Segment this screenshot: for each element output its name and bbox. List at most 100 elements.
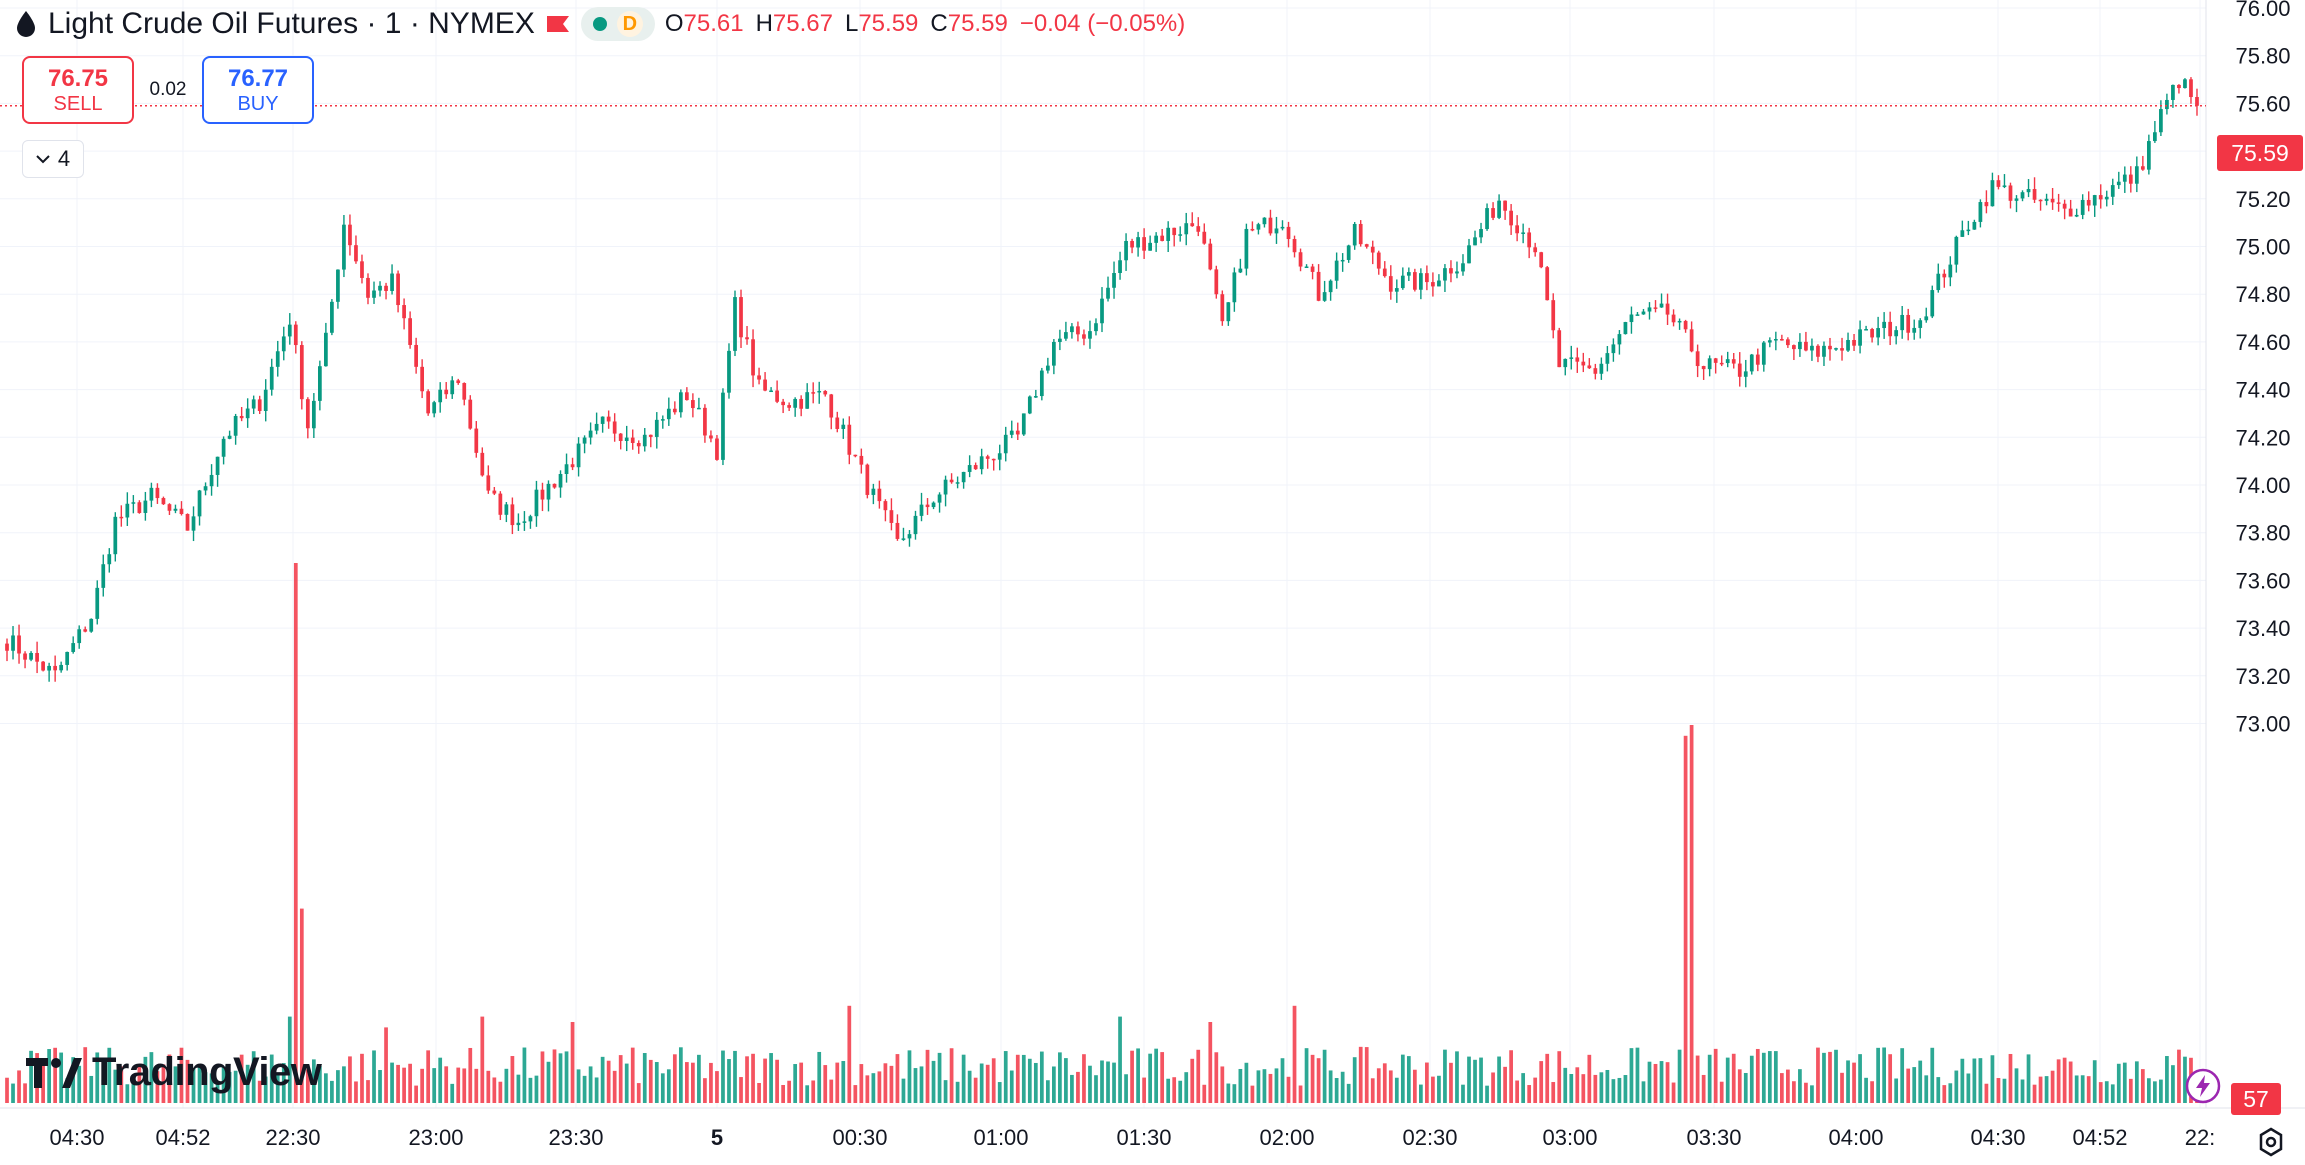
candle (1443, 264, 1447, 292)
candle (1677, 318, 1682, 330)
candle (1575, 347, 1580, 373)
candle (281, 326, 286, 361)
candle (1232, 267, 1237, 312)
candle (1761, 341, 1766, 372)
volume-bar (697, 1054, 701, 1103)
volume-bar (1021, 1054, 1026, 1103)
candle (2086, 191, 2091, 212)
sell-button[interactable]: 76.75 SELL (22, 56, 134, 124)
candle (1473, 230, 1477, 246)
candle (522, 511, 527, 531)
volume-bar (642, 1053, 647, 1103)
candle (1527, 227, 1532, 259)
volume-bar (2068, 1061, 2073, 1103)
candle (1172, 227, 1177, 247)
market-status-pill[interactable]: D (580, 7, 655, 41)
candle (2092, 194, 2097, 217)
candle (1304, 264, 1309, 269)
candle (1082, 329, 1086, 346)
candle (311, 393, 316, 438)
candle (973, 462, 978, 470)
candle (1316, 264, 1321, 302)
volume-bar (2092, 1060, 2097, 1103)
volume-bar (1208, 1022, 1213, 1103)
volume-bar (606, 1060, 611, 1103)
volume-bar (1461, 1084, 1465, 1103)
volume-bar (1148, 1053, 1152, 1103)
candle (299, 341, 304, 410)
candle (1003, 426, 1008, 462)
volume-bar (1100, 1060, 1104, 1103)
candle (1352, 221, 1357, 250)
candle (648, 434, 653, 448)
candle (1665, 293, 1670, 325)
volume-bar (221, 1066, 226, 1103)
volume-bar (1581, 1074, 1586, 1103)
price-tick-label: 74.80 (2235, 282, 2290, 307)
candle (1918, 318, 1923, 339)
tradingview-logo[interactable]: TradingView (26, 1050, 322, 1095)
price-axis[interactable]: 76.0075.8075.6075.4075.2075.0074.8074.60… (2235, 0, 2290, 737)
candle (1948, 256, 1953, 287)
candle (203, 482, 208, 496)
volume-bar (2050, 1070, 2055, 1103)
candle (1978, 199, 1983, 228)
candle (1334, 252, 1339, 289)
price-tick-label: 74.20 (2235, 425, 2290, 450)
candle (215, 456, 220, 487)
volume-bar (624, 1063, 629, 1103)
candle (1286, 221, 1291, 248)
candle (245, 398, 250, 428)
volume-bar (1858, 1054, 1862, 1103)
candle (1593, 363, 1598, 380)
volume-bar (281, 1063, 286, 1103)
volume-bar (781, 1084, 785, 1103)
candle (1647, 302, 1652, 320)
volume-bar (1707, 1054, 1712, 1103)
candle (257, 395, 262, 415)
candle (1262, 217, 1267, 228)
indicators-collapse-button[interactable]: 4 (22, 140, 84, 178)
time-axis[interactable]: 04:30 04:52 22:30 23:00 23:30 5 00:30 01:00 01:3… (49, 1125, 2215, 1150)
volume-bar (2159, 1079, 2163, 1103)
candle (197, 489, 202, 526)
candle (1346, 244, 1351, 263)
candle (1419, 268, 1423, 300)
volume-bar (1220, 1066, 1225, 1103)
candle (961, 471, 966, 489)
volume-bar (1545, 1053, 1550, 1103)
volume-bar (1009, 1070, 1014, 1103)
candle (1280, 220, 1285, 231)
open-label: O (664, 10, 684, 37)
flag-icon[interactable] (545, 14, 571, 34)
candle (438, 382, 443, 413)
candle (2080, 194, 2085, 220)
candle (275, 340, 280, 377)
candle (1376, 250, 1381, 275)
volume-bar (197, 1066, 202, 1103)
settings-icon[interactable] (2255, 1126, 2287, 1158)
candle (721, 388, 725, 466)
volume-bar (1864, 1077, 1868, 1103)
candle (1358, 220, 1363, 247)
time-tick-label: 23:30 (548, 1125, 603, 1150)
volume-bar (1286, 1076, 1291, 1103)
volume-bar (324, 1073, 328, 1103)
buy-button[interactable]: 76.77 BUY (202, 56, 314, 124)
volume-bar (823, 1065, 828, 1103)
volume-bar (257, 1080, 262, 1103)
symbol-title[interactable]: Light Crude Oil Futures · 1 · NYMEX (48, 7, 535, 40)
candle (931, 501, 936, 510)
candle (865, 463, 870, 499)
bolt-icon[interactable] (2185, 1068, 2221, 1104)
volume-bar (1737, 1069, 1742, 1103)
candle (1196, 217, 1201, 237)
volume-bar (1978, 1058, 1983, 1103)
volume-bar (486, 1070, 491, 1103)
price-tick-label: 73.80 (2235, 521, 2290, 546)
volume-bar (1124, 1074, 1128, 1103)
volume-bar (5, 1077, 9, 1103)
candle (1653, 300, 1658, 313)
candle (1900, 306, 1905, 339)
